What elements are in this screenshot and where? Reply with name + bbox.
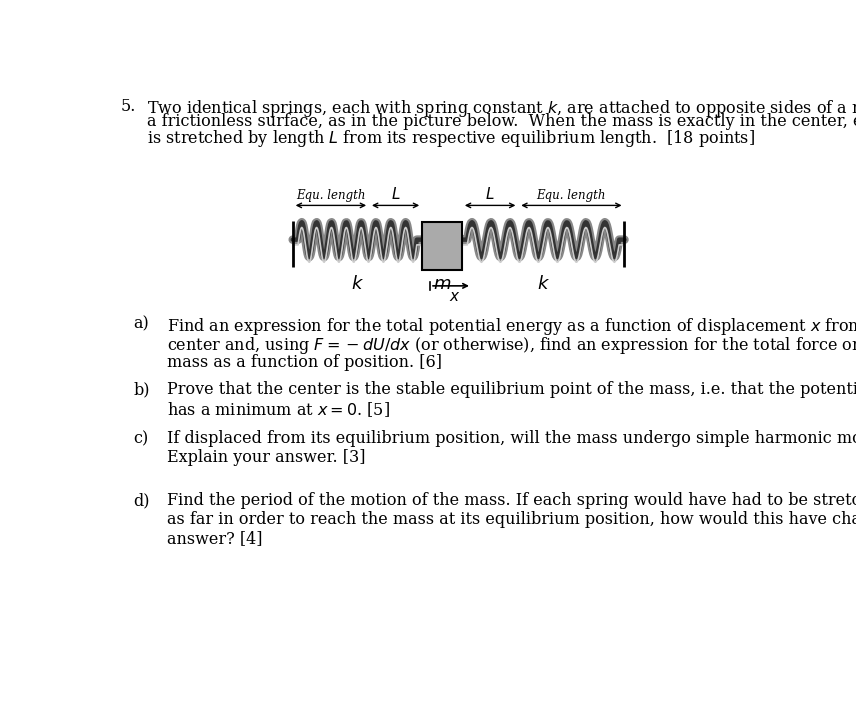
Text: d): d) — [134, 493, 150, 510]
Text: Two identical springs, each with spring constant $k$, are attached to opposite s: Two identical springs, each with spring … — [147, 98, 856, 119]
Text: Equ. length: Equ. length — [537, 189, 606, 202]
Text: $\mathit{L}$: $\mathit{L}$ — [391, 186, 401, 202]
Text: as far in order to reach the mass at its equilibrium position, how would this ha: as far in order to reach the mass at its… — [167, 511, 856, 529]
Text: has a minimum at $x = 0$. [5]: has a minimum at $x = 0$. [5] — [167, 400, 389, 419]
Text: Equ. length: Equ. length — [296, 189, 366, 202]
Text: a frictionless surface, as in the picture below.  When the mass is exactly in th: a frictionless surface, as in the pictur… — [147, 113, 856, 130]
Text: $\mathit{m}$: $\mathit{m}$ — [433, 275, 451, 293]
Text: $\mathit{k}$: $\mathit{k}$ — [537, 275, 550, 293]
Text: is stretched by length $L$ from its respective equilibrium length.  [18 points]: is stretched by length $L$ from its resp… — [147, 128, 755, 149]
Bar — [422, 222, 462, 270]
Text: If displaced from its equilibrium position, will the mass undergo simple harmoni: If displaced from its equilibrium positi… — [167, 430, 856, 447]
Text: b): b) — [134, 381, 150, 398]
Text: answer? [4]: answer? [4] — [167, 530, 262, 547]
Text: $\mathit{k}$: $\mathit{k}$ — [351, 275, 364, 293]
Text: c): c) — [134, 430, 149, 447]
Text: Find an expression for the total potential energy as a function of displacement : Find an expression for the total potenti… — [167, 316, 856, 337]
Text: $\mathit{L}$: $\mathit{L}$ — [485, 186, 495, 202]
Text: center and, using $F = -dU/dx$ (or otherwise), find an expression for the total : center and, using $F = -dU/dx$ (or other… — [167, 335, 856, 356]
Text: mass as a function of position. [6]: mass as a function of position. [6] — [167, 354, 442, 371]
Text: 5.: 5. — [120, 98, 135, 115]
Text: a): a) — [134, 316, 149, 333]
Text: Prove that the center is the stable equilibrium point of the mass, i.e. that the: Prove that the center is the stable equi… — [167, 381, 856, 398]
Text: Find the period of the motion of the mass. If each spring would have had to be s: Find the period of the motion of the mas… — [167, 493, 856, 510]
Text: Explain your answer. [3]: Explain your answer. [3] — [167, 449, 366, 466]
Text: $\mathit{x}$: $\mathit{x}$ — [449, 290, 460, 304]
